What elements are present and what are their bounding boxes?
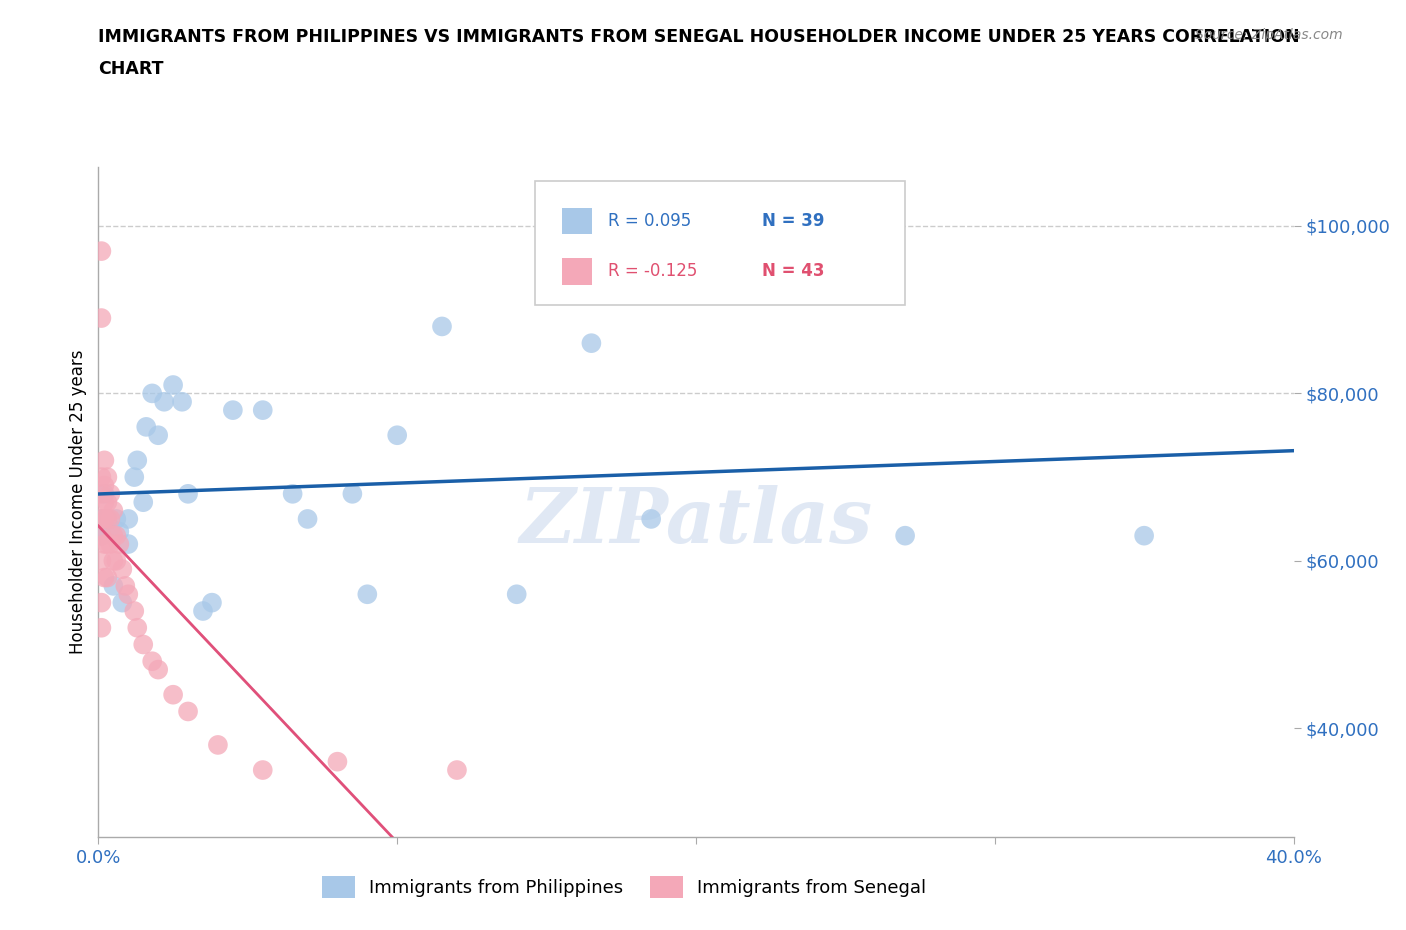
- Text: ZIPatlas: ZIPatlas: [519, 485, 873, 559]
- Point: [96, 495, 118, 510]
- Point: [111, 562, 134, 577]
- Point: [550, 260, 572, 275]
- Point: [96, 570, 118, 585]
- Point: [93, 525, 115, 539]
- Point: [90, 486, 112, 501]
- Point: [93, 453, 115, 468]
- Text: N = 39: N = 39: [762, 212, 824, 230]
- Point: [252, 403, 274, 418]
- Point: [117, 587, 139, 602]
- Point: [108, 537, 131, 551]
- Point: [222, 403, 245, 418]
- Point: [90, 595, 112, 610]
- Point: [342, 486, 364, 501]
- Point: [103, 503, 125, 518]
- Point: [127, 620, 149, 635]
- Point: [105, 512, 128, 526]
- Point: [98, 520, 122, 535]
- Point: [177, 704, 200, 719]
- Point: [96, 470, 118, 485]
- Point: [98, 537, 122, 551]
- Point: [93, 537, 115, 551]
- Point: [430, 319, 453, 334]
- Point: [446, 763, 468, 777]
- Point: [108, 525, 131, 539]
- Text: CHART: CHART: [98, 60, 165, 78]
- Point: [117, 537, 139, 551]
- Bar: [562, 207, 592, 234]
- Point: [162, 687, 184, 702]
- Point: [103, 578, 125, 593]
- Point: [105, 553, 128, 568]
- Point: [124, 604, 146, 618]
- Point: [90, 470, 112, 485]
- Point: [103, 528, 125, 543]
- Point: [252, 763, 274, 777]
- Point: [96, 512, 118, 526]
- Point: [201, 595, 224, 610]
- Point: [1133, 528, 1156, 543]
- Point: [281, 486, 304, 501]
- Point: [124, 470, 146, 485]
- Point: [506, 587, 529, 602]
- Point: [96, 537, 118, 551]
- Point: [111, 595, 134, 610]
- FancyBboxPatch shape: [534, 180, 905, 305]
- Point: [172, 394, 194, 409]
- Text: Source: ZipAtlas.com: Source: ZipAtlas.com: [1195, 28, 1343, 42]
- Point: [93, 478, 115, 493]
- Legend: Immigrants from Philippines, Immigrants from Senegal: Immigrants from Philippines, Immigrants …: [315, 869, 934, 905]
- Point: [141, 654, 163, 669]
- Point: [127, 453, 149, 468]
- Point: [141, 386, 163, 401]
- Point: [581, 336, 603, 351]
- Point: [148, 428, 170, 443]
- Point: [96, 512, 118, 526]
- Text: IMMIGRANTS FROM PHILIPPINES VS IMMIGRANTS FROM SENEGAL HOUSEHOLDER INCOME UNDER : IMMIGRANTS FROM PHILIPPINES VS IMMIGRANT…: [98, 28, 1301, 46]
- Point: [117, 512, 139, 526]
- Text: R = 0.095: R = 0.095: [607, 212, 690, 230]
- Point: [640, 512, 662, 526]
- Point: [148, 662, 170, 677]
- Point: [153, 394, 176, 409]
- Point: [103, 553, 125, 568]
- Point: [162, 378, 184, 392]
- Point: [356, 587, 378, 602]
- Text: N = 43: N = 43: [762, 262, 824, 280]
- Point: [132, 637, 155, 652]
- Y-axis label: Householder Income Under 25 years: Householder Income Under 25 years: [69, 350, 87, 655]
- Bar: [562, 258, 592, 285]
- Point: [90, 553, 112, 568]
- Point: [90, 528, 112, 543]
- Point: [93, 495, 115, 510]
- Point: [93, 512, 115, 526]
- Point: [90, 520, 112, 535]
- Point: [90, 528, 112, 543]
- Point: [385, 428, 409, 443]
- Point: [93, 570, 115, 585]
- Point: [207, 737, 229, 752]
- Point: [114, 578, 136, 593]
- Point: [93, 486, 115, 501]
- Point: [98, 486, 122, 501]
- Point: [135, 419, 157, 434]
- Point: [90, 311, 112, 325]
- Text: R = -0.125: R = -0.125: [607, 262, 697, 280]
- Point: [191, 604, 214, 618]
- Point: [132, 495, 155, 510]
- Point: [90, 244, 112, 259]
- Point: [98, 512, 122, 526]
- Point: [105, 528, 128, 543]
- Point: [297, 512, 319, 526]
- Point: [177, 486, 200, 501]
- Point: [90, 620, 112, 635]
- Point: [894, 528, 917, 543]
- Point: [90, 512, 112, 526]
- Point: [90, 512, 112, 526]
- Point: [326, 754, 349, 769]
